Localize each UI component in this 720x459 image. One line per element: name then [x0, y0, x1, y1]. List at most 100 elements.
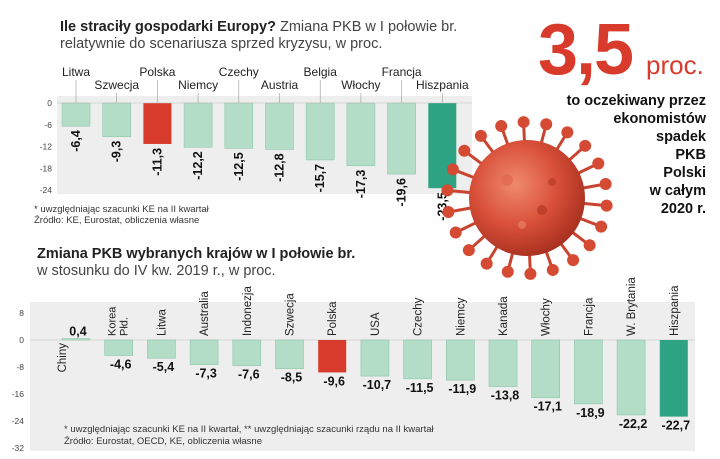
chart1-label-bg [216, 64, 261, 80]
chart2-value-label: -9,6 [323, 374, 345, 388]
chart2-category-label: Litwa [156, 309, 168, 336]
chart1-label-bg [413, 77, 471, 93]
callout-value: 3,5 [538, 10, 634, 90]
chart1-label-bg [137, 64, 178, 80]
virus-spike-head [458, 144, 471, 157]
chart2-value-label: 0,4 [69, 325, 86, 339]
chart2-ytick: 0 [19, 335, 24, 345]
chart1-category-label: Czechy [219, 65, 259, 79]
chart2-bar [616, 339, 646, 416]
chart1-bar [102, 102, 131, 138]
chart2-value-label: -11,5 [406, 381, 434, 395]
chart1-bar [224, 102, 254, 149]
chart2-value-label: -13,8 [491, 389, 520, 403]
chart2-bar [659, 340, 688, 417]
chart1-ytick: 0 [47, 98, 52, 108]
chart1-bar [183, 102, 213, 148]
virus-illustration [441, 116, 613, 280]
virus-spike-head [546, 263, 559, 276]
virus-spike-head [599, 177, 612, 190]
chart2-category-label: Włochy [541, 298, 553, 336]
chart1-category-label: Włochy [341, 78, 380, 92]
chart1-label-bg [176, 77, 221, 93]
chart1-label-bg [379, 64, 424, 80]
chart2-value-label: -8,5 [281, 371, 303, 385]
chart2-category-label: Szwecja [285, 293, 297, 336]
chart2-category-label: Kanada [498, 296, 510, 336]
chart2-category-label: Indonezja [242, 286, 254, 336]
chart2-subtitle: w stosunku do IV kw. 2019 r., w proc. [37, 263, 276, 279]
chart2-ytick: -32 [12, 443, 25, 453]
callout-line: w całym [649, 183, 706, 199]
chart1-value-label: -12,5 [232, 152, 246, 181]
virus-spike-head [524, 267, 537, 280]
callout-text: to oczekiwany przez ekonomistów spadek P… [506, 92, 706, 218]
chart1-category-label: Polska [139, 65, 175, 79]
virus-spike-head [567, 254, 580, 267]
chart1-title-bold: Ile straciły gospodarki Europy? [60, 19, 276, 35]
chart2-bar [403, 339, 432, 380]
chart2-ytick: -24 [12, 416, 25, 426]
chart1-value-label: -12,2 [191, 151, 205, 180]
virus-spike-head [592, 157, 605, 170]
chart2-value-label: -11,9 [448, 382, 476, 396]
chart2-category-label: Australia [199, 291, 211, 336]
chart2-bar [318, 340, 347, 373]
chart1-subtitle: relatywnie do scenariusza sprzed kryzysu… [60, 36, 383, 52]
virus-spike-head [517, 116, 530, 129]
virus-spike-head [446, 163, 459, 176]
chart1-value-label: -12,8 [273, 153, 287, 182]
chart2-value-label: -7,3 [195, 367, 217, 381]
chart1-title: Ile straciły gospodarki Europy? Zmiana P… [60, 19, 457, 36]
chart2-value-label: -17,1 [533, 400, 562, 414]
virus-spike-head [501, 265, 514, 278]
chart1-bar [346, 102, 376, 167]
callout-line: Polski [663, 165, 706, 181]
chart2-value-label: -10,7 [363, 378, 392, 392]
chart1-label-bg [92, 77, 142, 93]
chart2-bar [61, 338, 91, 341]
chart1-category-label: Belgia [304, 65, 338, 79]
chart2-category-label: Korea [107, 306, 119, 336]
chart2-bar [488, 339, 518, 387]
virus-spike-head [600, 199, 613, 212]
chart1-value-label: -17,3 [354, 170, 368, 199]
chart2-bar [232, 339, 262, 366]
chart2-bar [104, 339, 133, 356]
chart2-value-label: -22,7 [662, 419, 691, 433]
callout-line: to oczekiwany przez [566, 93, 706, 109]
chart2-ytick: -8 [16, 362, 24, 372]
chart1-category-label: Szwecja [94, 78, 139, 92]
chart1-value-label: -6,4 [69, 130, 83, 152]
chart2-bar [275, 339, 304, 369]
chart2-category-label: Niemcy [455, 297, 467, 336]
chart2-bar [189, 339, 219, 365]
virus-spike-head [561, 126, 574, 139]
virus-spike-head [579, 139, 592, 152]
chart1-bar [143, 103, 172, 144]
chart1-label-bg [339, 77, 383, 93]
chart1-category-label: Francja [382, 65, 422, 79]
chart1-category-label: Hiszpania [416, 78, 469, 92]
chart2-value-label: -5,4 [153, 360, 175, 374]
chart2-bar [360, 339, 390, 377]
chart1-label-bg [258, 77, 301, 93]
chart2-category-label: W. Brytania [626, 277, 638, 336]
chart2-category-label: Płd. [119, 317, 131, 336]
chart2-bar [445, 339, 475, 381]
chart1-ytick: -24 [40, 185, 53, 195]
chart2-bar [531, 339, 561, 399]
chart1-bar [387, 102, 416, 175]
chart1-ytick: -12 [40, 142, 53, 152]
chart2-category-label: Czechy [413, 297, 425, 336]
chart2-value-label: -7,6 [238, 368, 260, 382]
chart1-bar [265, 102, 294, 150]
virus-spike-head [449, 226, 462, 239]
callout-line: PKB [675, 147, 706, 163]
chart2-category-label: Francja [583, 297, 595, 336]
chart1-value-label: -19,6 [395, 178, 409, 207]
virus-spike-head [540, 118, 553, 131]
chart1-value-label: -9,3 [110, 141, 124, 163]
chart1-category-label: Niemcy [178, 78, 218, 92]
virus-spike-head [441, 184, 454, 197]
